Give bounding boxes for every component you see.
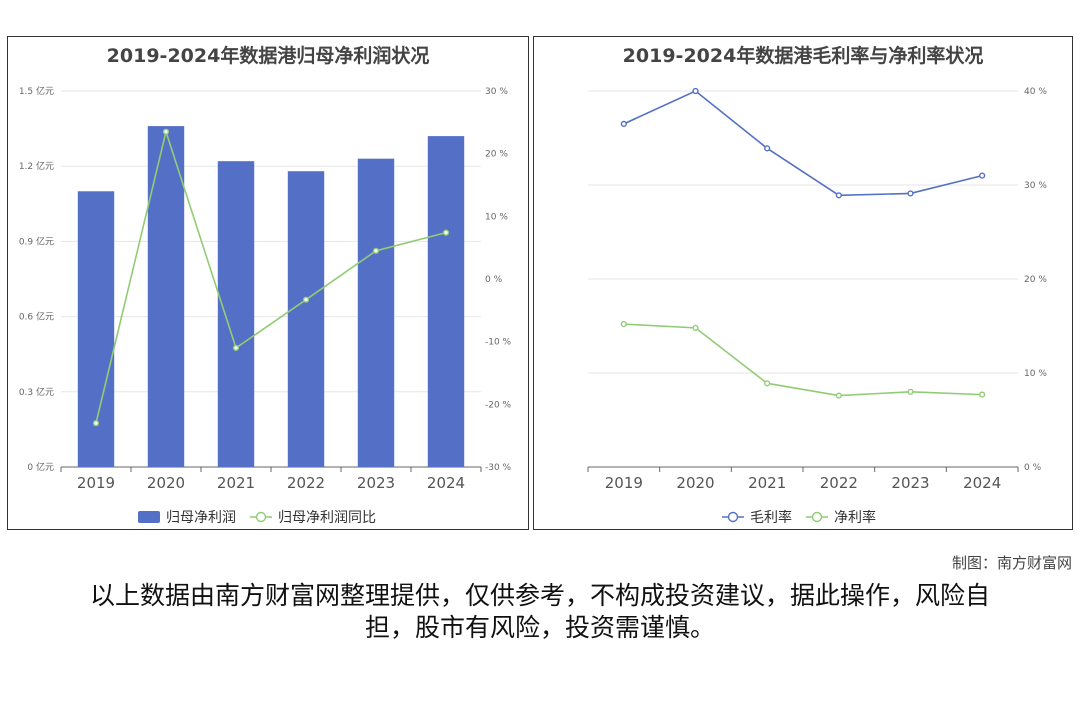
bar	[287, 171, 325, 468]
data-point	[979, 172, 986, 179]
data-point	[620, 321, 627, 328]
data-point	[764, 380, 771, 387]
y-right-tick-label: 0 %	[1024, 463, 1042, 473]
data-point	[232, 344, 240, 352]
legend-swatch-marker	[255, 511, 267, 523]
y-left-tick-label: 1.5 亿元	[19, 85, 54, 97]
y-right-tick-label: 20 %	[1024, 275, 1047, 285]
data-point	[92, 420, 100, 427]
legend: 归母净利润 归母净利润同比	[138, 509, 376, 526]
legend-swatch-marker	[811, 511, 823, 523]
y-left-tick-label: 0 亿元	[27, 461, 54, 473]
legend-label: 归母净利润同比	[278, 509, 376, 526]
disclaimer-text: 以上数据由南方财富网整理提供，仅供参考，不构成投资建议，据此操作，风险自担，股市…	[89, 581, 990, 642]
net-profit-chart: 2019 2020 2021 2022 2023 2024 0 亿元 0.3 亿元 0.6 亿元…	[19, 85, 512, 526]
data-point	[907, 190, 914, 197]
data-point	[372, 247, 380, 254]
y-right-tick-label: 10 %	[1024, 369, 1047, 379]
bar	[147, 126, 185, 468]
data-point	[442, 229, 450, 236]
bar	[427, 136, 465, 467]
data-point	[835, 392, 842, 399]
chart-title: 2019-2024年数据港归母净利润状况	[106, 45, 430, 67]
x-tick-label: 2024	[427, 474, 465, 492]
legend-label: 归母净利润	[166, 509, 236, 526]
series-line	[623, 323, 983, 397]
y-right-tick-label: 30 %	[485, 87, 508, 97]
y-right-tick-label: 20 %	[485, 150, 508, 160]
x-tick-label: 2019	[605, 474, 643, 492]
y-left-tick-label: 0.9 亿元	[19, 235, 54, 247]
x-tick-label: 2019	[77, 474, 115, 492]
y-right-tick-label: 30 %	[1024, 181, 1047, 191]
y-right-tick-label: -10 %	[485, 338, 512, 348]
chart-credit: 制图：南方财富网	[951, 554, 1072, 572]
legend: 毛利率 净利率	[722, 509, 876, 526]
x-tick-label: 2021	[748, 474, 786, 492]
x-tick-label: 2023	[357, 474, 395, 492]
x-tick-label: 2022	[820, 474, 858, 492]
data-point	[302, 296, 310, 303]
data-point	[764, 145, 771, 152]
x-tick-label: 2020	[147, 474, 185, 492]
data-point	[907, 388, 914, 395]
y-right-tick-label: -20 %	[485, 400, 512, 410]
data-point	[692, 87, 699, 95]
chart-panel-margins: 2019-2024年数据港毛利率与净利率状况 2019 2020 2021 2022 2…	[533, 36, 1073, 530]
series-line	[623, 90, 983, 197]
chart-title: 2019-2024年数据港毛利率与净利率状况	[622, 45, 984, 67]
data-point	[979, 391, 986, 398]
x-tick-label: 2023	[891, 474, 929, 492]
data-point	[692, 324, 699, 331]
legend-label: 净利率	[834, 509, 876, 526]
series-line	[95, 128, 447, 424]
y-right-tick-label: 0 %	[485, 275, 503, 285]
y-left-tick-label: 0.6 亿元	[19, 311, 54, 323]
x-tick-label: 2021	[217, 474, 255, 492]
bar	[357, 158, 395, 467]
legend-label: 毛利率	[750, 509, 792, 526]
bar	[217, 161, 255, 467]
y-right-tick-label: 10 %	[485, 212, 508, 222]
data-point	[162, 128, 170, 135]
x-tick-label: 2020	[676, 474, 714, 492]
data-point	[620, 120, 627, 128]
margin-chart: 2019 2020 2021 2022 2023 2024 0 % 10 % 20 % 30 % 4…	[587, 87, 1047, 526]
data-point	[835, 192, 842, 199]
legend-swatch-bar	[138, 511, 160, 523]
chart-panel-net-profit: 2019-2024年数据港归母净利润状况 2019 2020 2021 2022 202…	[7, 36, 529, 530]
y-right-tick-label: -30 %	[485, 463, 512, 473]
x-tick-label: 2022	[287, 474, 325, 492]
y-left-tick-label: 1.2 亿元	[19, 160, 54, 172]
y-right-tick-label: 40 %	[1024, 87, 1047, 97]
y-left-tick-label: 0.3 亿元	[19, 386, 54, 398]
x-tick-label: 2024	[963, 474, 1001, 492]
legend-swatch-marker	[727, 511, 739, 523]
